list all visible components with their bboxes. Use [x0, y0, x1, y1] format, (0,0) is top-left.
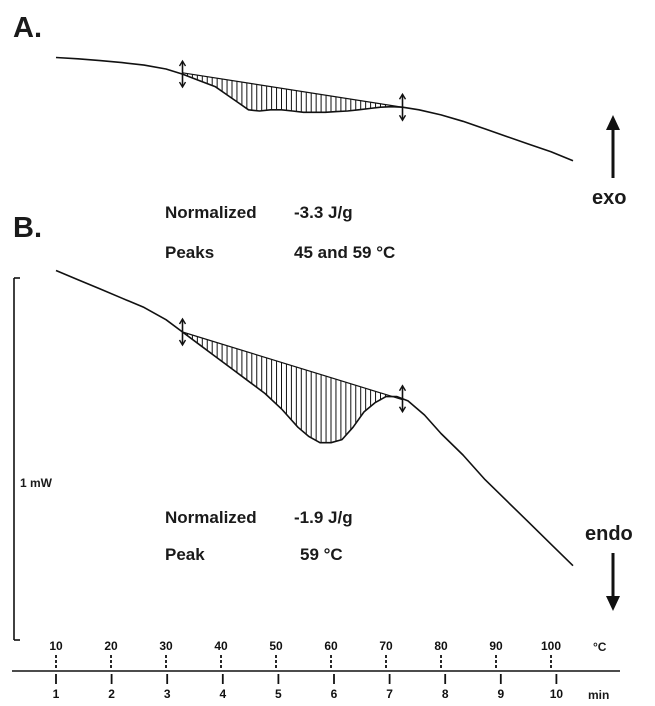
scale-bar: [13, 277, 20, 641]
dsc-curve: [55, 269, 574, 567]
scale-bar-label: 1 mW: [20, 476, 53, 490]
endo-arrow-head: [606, 596, 620, 611]
temperature-tick-label: 50: [269, 639, 283, 653]
panel-b-peak-label: Peak: [165, 545, 205, 564]
temperature-tick-label: 70: [379, 639, 393, 653]
time-tick-label: 10: [550, 687, 564, 701]
temperature-tick-label: 20: [104, 639, 118, 653]
integration-limit-tick: [178, 339, 187, 347]
time-tick-label: 7: [386, 687, 393, 701]
temperature-tick-label: 90: [489, 639, 503, 653]
time-tick-label: 4: [219, 687, 226, 701]
exo-arrow-head: [606, 115, 620, 130]
integration-limit-tick: [178, 81, 187, 89]
time-tick-label: 5: [275, 687, 282, 701]
temperature-tick-label: 60: [324, 639, 338, 653]
integration-limit-tick: [398, 92, 407, 100]
temperature-tick-label: 100: [541, 639, 561, 653]
panel-b-plot: [55, 269, 574, 567]
temperature-tick-label: 40: [214, 639, 228, 653]
integration-limit-tick: [398, 384, 407, 392]
integration-limit-tick: [178, 59, 187, 67]
time-tick-label: 9: [497, 687, 504, 701]
temperature-tick-label: 10: [49, 639, 63, 653]
integration-limit-tick: [398, 406, 407, 414]
panel-b-normalized-value: -1.9 J/g: [294, 508, 353, 527]
exo-label: exo: [592, 187, 627, 209]
integration-limit-tick: [178, 317, 187, 325]
time-tick-label: 1: [53, 687, 60, 701]
panel-a-peaks-value: 45 and 59 °C: [294, 243, 396, 262]
time-tick-label: 3: [164, 687, 171, 701]
time-tick-label: 6: [331, 687, 338, 701]
temperature-tick-label: 80: [434, 639, 448, 653]
panel-b-peak-value: 59 °C: [300, 545, 343, 564]
temperature-tick-label: 30: [159, 639, 173, 653]
direction-arrows: [606, 115, 620, 611]
panel-a-normalized-label: Normalized: [165, 203, 257, 222]
panel-b-label: B.: [13, 212, 42, 244]
panel-a-label: A.: [13, 12, 42, 44]
panel-a-normalized-value: -3.3 J/g: [294, 203, 353, 222]
x-axis: 10 20 30 40 50 60 70 80 90 100 1 2 3 4 5 6 7 8 9 10: [12, 639, 620, 701]
endo-label: endo: [585, 523, 633, 545]
baseline-line: [182, 331, 403, 401]
time-tick-label: 8: [442, 687, 449, 701]
temperature-unit-label: °C: [593, 640, 607, 654]
dsc-curve: [55, 56, 574, 162]
panel-a-peaks-label: Peaks: [165, 243, 215, 262]
panel-b-normalized-label: Normalized: [165, 508, 257, 527]
baseline-line: [182, 72, 403, 108]
panel-a-plot: [55, 56, 574, 162]
integration-limit-tick: [398, 114, 407, 122]
time-tick-label: 2: [108, 687, 115, 701]
time-unit-label: min: [588, 688, 610, 702]
